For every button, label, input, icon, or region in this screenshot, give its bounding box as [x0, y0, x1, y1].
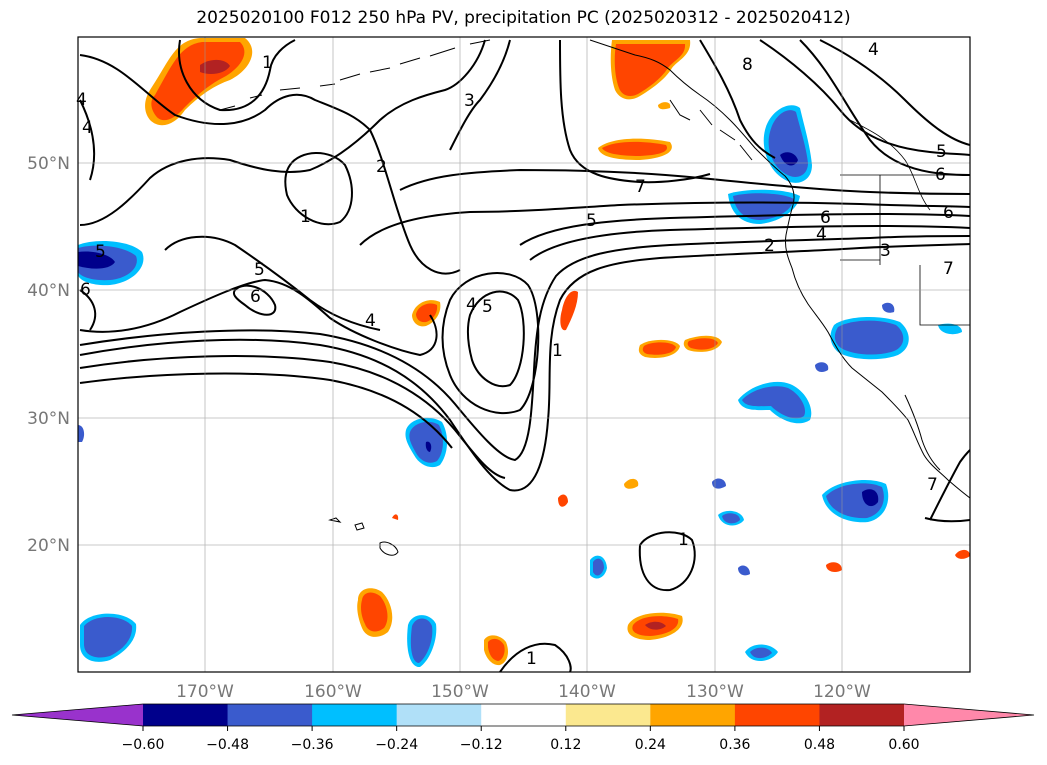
- pv-contour-6: [399, 168, 970, 195]
- colorbar-tick-label: 0.24: [635, 737, 666, 753]
- pv-contour-4: [441, 272, 540, 415]
- pv-contour-7: [929, 449, 970, 521]
- pv-contour-label: 3: [880, 241, 891, 261]
- colorbar-segment: [734, 704, 820, 726]
- colorbar-tick-label: −0.36: [291, 737, 334, 753]
- colorbar-extend-min: [12, 704, 143, 726]
- lat-label: 30°N: [27, 409, 70, 429]
- pv-contour-label: 6: [80, 280, 91, 300]
- colorbar-tick-label: −0.12: [460, 737, 503, 753]
- pv-contour-label: 7: [635, 177, 646, 197]
- colorbar-tick-label: −0.24: [375, 737, 418, 753]
- colorbar-segment: [227, 704, 313, 726]
- pv-contour-2: [79, 54, 461, 275]
- colorbar-segment: [396, 704, 482, 726]
- pv-contour-3: [79, 39, 486, 226]
- pv-contour-label: 7: [927, 475, 938, 495]
- colorbar-segment: [312, 704, 398, 726]
- pv-contour-3: [79, 355, 506, 479]
- pv-contour-label: 1: [552, 341, 563, 361]
- pv-contour-label: 4: [816, 225, 827, 245]
- pv-contour-labels: 1 2 3 4 5 6 1 5 6 4 4 5 1 5 6 7 8 4 5 6 …: [76, 40, 954, 669]
- pv-contour-label: 6: [943, 203, 954, 223]
- gridlines: [78, 37, 970, 672]
- pv-contour-label: 4: [82, 118, 93, 138]
- pv-contour-label: 4: [466, 295, 477, 315]
- pv-contour-8: [699, 39, 776, 159]
- colorbar-tick-label: 0.36: [719, 737, 750, 753]
- pv-contour-1: [178, 39, 296, 112]
- pv-contour-5: [466, 290, 525, 388]
- lat-label: 40°N: [27, 281, 70, 301]
- pv-contour-label: 5: [95, 242, 106, 262]
- pv-contour-5: [359, 201, 970, 246]
- pv-contour-label: 1: [300, 207, 311, 227]
- lon-label: 170°W: [176, 682, 234, 702]
- pv-contour-6: [799, 39, 970, 176]
- colorbar-segment: [481, 704, 567, 726]
- pv-contour-label: 8: [742, 55, 753, 75]
- pv-contour-label: 4: [868, 40, 879, 60]
- lon-label: 150°W: [431, 682, 489, 702]
- lat-label: 50°N: [27, 154, 70, 174]
- pv-contour-4: [79, 278, 438, 357]
- pv-contour-label: 2: [376, 157, 387, 177]
- pv-contour-3: [529, 224, 970, 261]
- lat-labels: 50°N 40°N 30°N 20°N: [27, 154, 70, 556]
- pv-contour-label: 5: [586, 211, 597, 231]
- pv-contour-label: 3: [464, 91, 475, 111]
- pv-contour-label: 5: [936, 142, 947, 162]
- pv-contour-4: [79, 372, 453, 449]
- pv-contour-6: [232, 284, 277, 316]
- lat-label: 20°N: [27, 536, 70, 556]
- colorbar-tick-label: 0.48: [804, 737, 835, 753]
- lon-label: 160°W: [304, 682, 362, 702]
- pv-contour-1: [284, 152, 353, 226]
- map-frame: [77, 36, 971, 673]
- colorbar: −0.60 −0.48 −0.36 −0.24 −0.12 0.12 0.24 0.36 0.4…: [11, 703, 1035, 753]
- pv-contour-1: [638, 531, 696, 592]
- colorbar-tick-label: −0.60: [122, 737, 165, 753]
- colorbar-tick-label: 0.60: [888, 737, 919, 753]
- pv-contour-label: 1: [678, 530, 689, 550]
- pv-contour-4: [79, 99, 96, 181]
- figure-title: 2025020100 F012 250 hPa PV, precipitatio…: [196, 8, 851, 28]
- pv-contour-7: [559, 39, 711, 184]
- colorbar-segment: [819, 704, 905, 726]
- pv-contour-label: 6: [250, 287, 261, 307]
- colorbar-tick-label: 0.12: [550, 737, 581, 753]
- pv-contour-1: [499, 642, 572, 672]
- pv-contour-label: 6: [820, 208, 831, 228]
- pv-contour-4: [819, 39, 970, 146]
- pv-contour-label: 1: [526, 649, 537, 669]
- lon-labels: 170°W 160°W 150°W 140°W 130°W 120°W: [176, 682, 871, 702]
- pv-contour-4: [519, 212, 970, 246]
- colorbar-segment: [650, 704, 736, 726]
- precip-negative-areas: [78, 105, 962, 668]
- pv-contour-7: [924, 517, 970, 523]
- pv-contour-label: 1: [262, 53, 273, 73]
- lon-label: 140°W: [558, 682, 616, 702]
- lon-label: 130°W: [686, 682, 744, 702]
- pv-contour-label: 5: [482, 297, 493, 317]
- pv-contour-label: 2: [764, 236, 775, 256]
- pv-contour-5: [164, 235, 381, 331]
- pv-contour-1: [79, 243, 970, 492]
- colorbar-segment: [143, 704, 229, 726]
- pv-contour-label: 6: [935, 165, 946, 185]
- map-panel: [78, 37, 970, 672]
- lon-label: 120°W: [813, 682, 871, 702]
- colorbar-tick-label: −0.48: [206, 737, 249, 753]
- pv-contour-3: [449, 39, 511, 151]
- pv-contour-label: 4: [76, 90, 87, 110]
- pv-contour-2: [79, 235, 970, 462]
- pv-contour-label: 4: [365, 311, 376, 331]
- colorbar-segment: [565, 704, 651, 726]
- pv-contour-label: 5: [254, 260, 265, 280]
- colorbar-extend-max: [904, 704, 1034, 726]
- pv-contours: [79, 39, 970, 672]
- pv-contour-6: [79, 289, 97, 331]
- pv-contour-label: 7: [943, 259, 954, 279]
